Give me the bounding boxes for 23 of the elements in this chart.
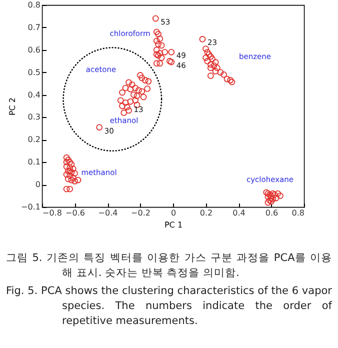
y-tick-label: 0.4 bbox=[28, 90, 40, 100]
x-tick-label: 0.8 bbox=[292, 208, 304, 218]
x-tick-label: −0.4 bbox=[98, 208, 118, 218]
x-tick-label: −0.6 bbox=[66, 208, 85, 218]
y-tick-label: 0.3 bbox=[28, 112, 40, 122]
x-tick-label: 0 bbox=[170, 208, 176, 218]
x-tick-label: −0.8 bbox=[42, 208, 62, 218]
y-tick-label: 0.7 bbox=[28, 22, 40, 32]
y-tick-label: −0.1 bbox=[21, 202, 40, 212]
y-tick-label: 0 bbox=[35, 180, 40, 190]
caption: Fig. 5. PCA shows the clustering characteristics of the 6 vapor species. The numbers indicate the order of repetitive measurements. bbox=[6, 284, 332, 329]
x-axis-title: PC 1 bbox=[164, 220, 183, 230]
x-tick-label: 0.2 bbox=[200, 208, 213, 218]
y-tick-label: 0.8 bbox=[28, 0, 40, 10]
y-tick-label: 0.6 bbox=[28, 45, 40, 54]
y-tick-label: 0.5 bbox=[28, 68, 40, 77]
x-tick-label: −0.2 bbox=[131, 208, 150, 218]
x-tick-label: 0.4 bbox=[232, 208, 246, 218]
y-tick-label: 0.2 bbox=[28, 135, 40, 144]
y-axis-title: PC 2 bbox=[8, 97, 18, 116]
x-tick-label: 0.6 bbox=[265, 208, 278, 218]
caption: 그림 5. 기존의 특징 벡터를 이용한 가스 구분 과정을 PCA를 이용해 표시. 숫자는 반복 측정을 의미함. bbox=[6, 251, 332, 281]
y-tick-label: 0.1 bbox=[28, 158, 40, 167]
